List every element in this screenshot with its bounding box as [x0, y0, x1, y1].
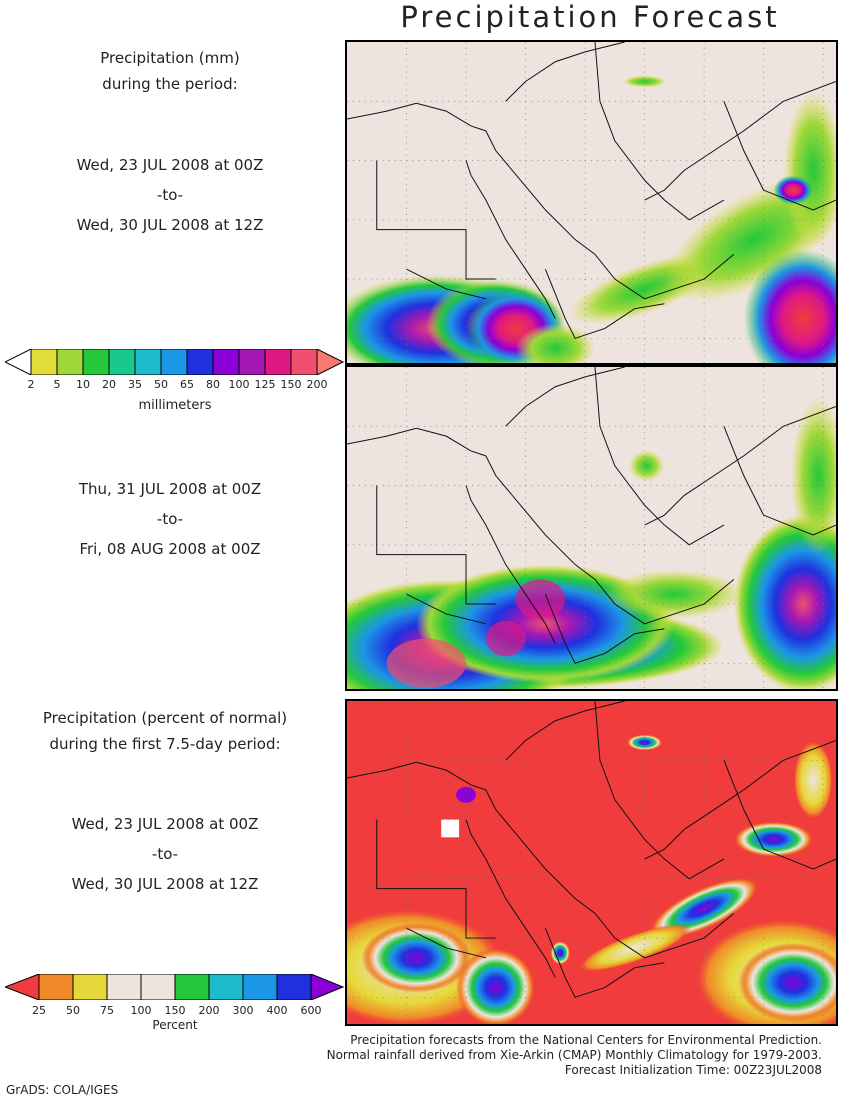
panel1-heading-line2: during the period: — [102, 75, 238, 93]
panel1-heading-line1: Precipitation (mm) — [100, 49, 240, 67]
colorbar-mm-label: 150 — [280, 378, 302, 391]
panel1-sep: -to- — [156, 186, 184, 204]
panel1-end: Wed, 30 JUL 2008 at 12Z — [76, 216, 264, 234]
map-percent-normal-plot — [347, 701, 836, 1024]
colorbar-percent-labels: 25 50 75 100 150 200 300 400 600 — [5, 1004, 345, 1018]
colorbar-percent-label: 50 — [66, 1004, 80, 1017]
colorbar-percent-swatches — [3, 973, 345, 1001]
colorbar-percent-label: 25 — [32, 1004, 46, 1017]
colorbar-mm-label: 100 — [228, 378, 250, 391]
colorbar-percent-label: 400 — [266, 1004, 288, 1017]
colorbar-mm-label: 10 — [76, 378, 90, 391]
credits-line3: Forecast Initialization Time: 00Z23JUL20… — [564, 1063, 822, 1077]
colorbar-mm-label: 5 — [53, 378, 61, 391]
panel3-heading-line1: Precipitation (percent of normal) — [42, 709, 288, 727]
credits: Precipitation forecasts from the Nationa… — [327, 1033, 822, 1078]
colorbar-percent-label: 600 — [300, 1004, 322, 1017]
credits-line2: Normal rainfall derived from Xie-Arkin (… — [326, 1048, 822, 1062]
grads-footer: GrADS: COLA/IGES — [6, 1083, 119, 1097]
colorbar-mm-swatches — [3, 348, 345, 376]
panel2-period: Thu, 31 JUL 2008 at 00Z -to- Fri, 08 AUG… — [20, 474, 320, 564]
map-precip-week1 — [345, 40, 838, 365]
colorbar-mm-label: 200 — [306, 378, 328, 391]
panel1-heading: Precipitation (mm) during the period: — [20, 45, 320, 97]
panel3-end: Wed, 30 JUL 2008 at 12Z — [71, 875, 259, 893]
panel2-end: Fri, 08 AUG 2008 at 00Z — [79, 540, 261, 558]
colorbar-mm-label: 2 — [27, 378, 35, 391]
panel3-sep: -to- — [151, 845, 179, 863]
colorbar-mm-label: 65 — [180, 378, 194, 391]
panel1-start: Wed, 23 JUL 2008 at 00Z — [76, 156, 264, 174]
page-title: Precipitation Forecast — [400, 0, 780, 34]
colorbar-percent-label: 200 — [198, 1004, 220, 1017]
colorbar-mm-unit: millimeters — [138, 398, 212, 413]
panel1-period: Wed, 23 JUL 2008 at 00Z -to- Wed, 30 JUL… — [20, 150, 320, 240]
colorbar-mm-label: 35 — [128, 378, 142, 391]
panel3-start: Wed, 23 JUL 2008 at 00Z — [71, 815, 259, 833]
panel2-start: Thu, 31 JUL 2008 at 00Z — [78, 480, 262, 498]
panel3-period: Wed, 23 JUL 2008 at 00Z -to- Wed, 30 JUL… — [15, 809, 315, 899]
map-precip-week2 — [345, 365, 838, 691]
colorbar-percent-label: 75 — [100, 1004, 114, 1017]
colorbar-mm-labels: 2 5 10 20 35 50 65 80 100 125 150 200 — [5, 378, 345, 392]
map-precip-week1-plot — [347, 42, 836, 363]
panel3-heading-line2: during the first 7.5-day period: — [49, 735, 281, 753]
colorbar-mm — [3, 348, 345, 376]
panel3-heading: Precipitation (percent of normal) during… — [15, 705, 315, 757]
colorbar-percent-label: 150 — [164, 1004, 186, 1017]
colorbar-mm-label: 80 — [206, 378, 220, 391]
colorbar-percent-label: 100 — [130, 1004, 152, 1017]
colorbar-mm-label: 20 — [102, 378, 116, 391]
map-precip-week2-plot — [347, 367, 836, 689]
colorbar-percent — [3, 973, 345, 1001]
map-percent-normal — [345, 699, 838, 1026]
colorbar-percent-label: 300 — [232, 1004, 254, 1017]
colorbar-percent-unit: Percent — [152, 1018, 198, 1032]
colorbar-mm-label: 125 — [254, 378, 276, 391]
credits-line1: Precipitation forecasts from the Nationa… — [350, 1033, 822, 1047]
panel2-sep: -to- — [156, 510, 184, 528]
colorbar-mm-label: 50 — [154, 378, 168, 391]
